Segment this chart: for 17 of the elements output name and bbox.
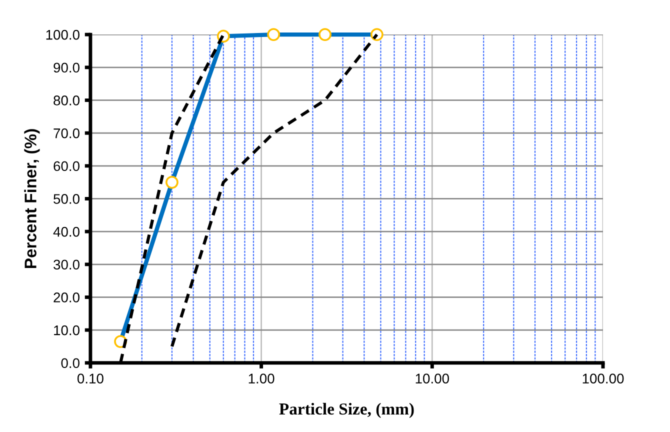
x-tick-label: 1.00 xyxy=(248,374,274,384)
y-tick-label: 10.0 xyxy=(54,325,80,336)
y-tick-label: 100.0 xyxy=(46,30,80,40)
y-tick-label: 70.0 xyxy=(54,128,80,138)
y-tick-label: 80.0 xyxy=(54,96,80,106)
x-tick-label: 100.00 xyxy=(582,374,624,384)
x-axis-title: Particle Size, (mm) xyxy=(279,402,414,418)
y-tick-label: 20.0 xyxy=(54,292,80,302)
x-tick-label: 0.10 xyxy=(77,374,104,384)
y-axis-title: Percent Finer, (%) xyxy=(24,129,40,268)
x-tick-label: 10.00 xyxy=(416,374,449,384)
y-tick-label: 60.0 xyxy=(54,161,80,172)
y-tick-label: 30.0 xyxy=(54,260,80,270)
y-tick-label: 50.0 xyxy=(54,194,80,204)
y-tick-label: 0.0 xyxy=(61,358,80,368)
y-tick-label: 90.0 xyxy=(54,62,80,73)
y-tick-label: 40.0 xyxy=(53,226,80,237)
